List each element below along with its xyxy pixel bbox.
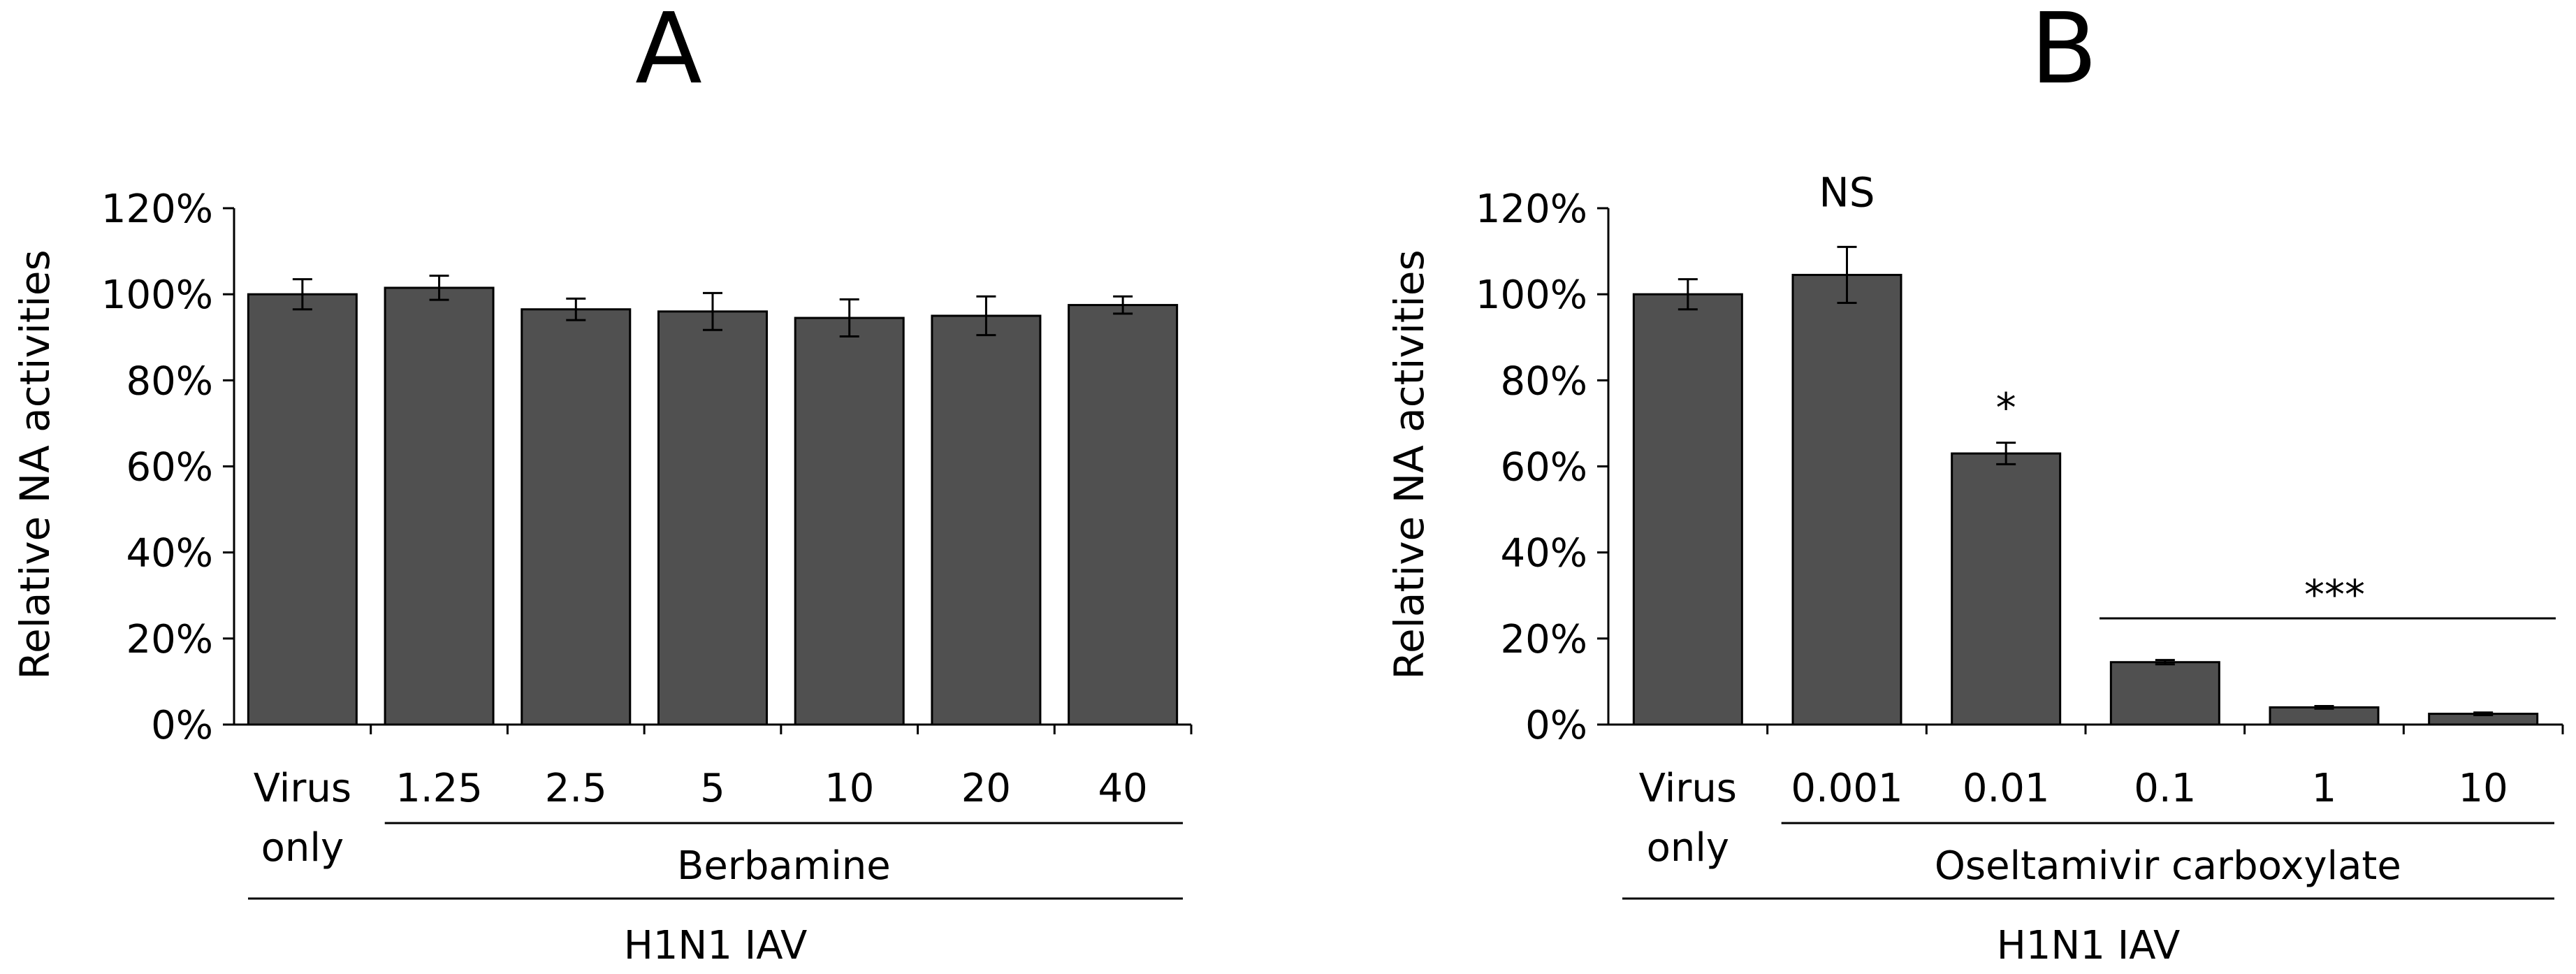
bar [931,314,1042,726]
y-tick-label: 80% [1501,358,1587,404]
y-tick-label: 0% [151,703,213,748]
category-label-line: only [1647,825,1729,871]
y-tick-label: 0% [1525,703,1587,748]
y-axis-label: Relative NA activities [11,249,59,679]
category-label-line: 0.1 [2134,766,2196,811]
group-label: H1N1 IAV [624,923,808,968]
y-tick-labels: 0% 20% 40% 60% 80% 100% 120% [101,187,213,748]
panel-b: B Relative NA activities 0% 20% 40% 60% … [1385,0,2564,968]
category-label-line: 1 [2312,766,2337,811]
y-axis-label: Relative NA activities [1385,249,1433,679]
category-label-line: 5 [700,766,725,811]
category-label: 2.5 [545,766,607,811]
bracket-significance-label: *** [2304,571,2365,618]
category-label-line: 10 [2459,766,2508,811]
bar [1068,304,1179,726]
panel-a: A Relative NA activities 0% 20% 40% 60% … [11,0,1193,968]
plot-marks [1597,207,2564,900]
category-label: Virus only [1639,766,1737,871]
bar [384,286,495,726]
category-label: 10 [824,766,874,811]
y-tick-label: 40% [126,531,213,576]
panel-letter: A [635,0,702,106]
bar [1632,293,1743,726]
category-label-line: 40 [1098,766,1148,811]
panel-letter: B [2030,0,2097,106]
category-label-line: 10 [824,766,874,811]
category-label-line: 0.01 [1963,766,2050,811]
y-tick-label: 120% [101,187,213,232]
y-tick-label: 80% [126,358,213,404]
y-tick-label: 60% [126,445,213,490]
bar [1951,452,2062,726]
category-labels: Virus only 0.001 0.01 0.1 1 10 [1639,766,2508,871]
category-label-line: Virus [1639,766,1737,811]
bar [521,308,632,726]
treatment-label: Berbamine [677,843,891,889]
category-label-line: 2.5 [545,766,607,811]
category-labels: Virus only 1.25 2.5 5 10 20 40 [254,766,1148,871]
category-label-line: Virus [254,766,351,811]
bar [247,293,358,726]
y-tick-label: 120% [1476,187,1587,232]
group-label: H1N1 IAV [1997,923,2181,968]
y-tick-label: 40% [1501,531,1587,576]
category-label: Virus only [254,766,351,871]
category-label: 0.1 [2134,766,2196,811]
category-label: 5 [700,766,725,811]
treatment-label: Oseltamivir carboxylate [1935,843,2401,889]
category-label: 0.001 [1791,766,1902,811]
bar [794,317,905,726]
plot-marks [223,207,1193,900]
y-tick-label: 20% [126,617,213,662]
category-label-line: 0.001 [1791,766,1902,811]
category-label: 1 [2312,766,2337,811]
y-tick-labels: 0% 20% 40% 60% 80% 100% 120% [1476,187,1587,748]
bar [2109,661,2220,726]
significance-labels: NS * [1819,168,2016,431]
significance-label: NS [1819,168,1875,216]
category-label: 10 [2459,766,2508,811]
bar [2269,706,2380,726]
significance-label: * [1996,384,2016,432]
category-label: 40 [1098,766,1148,811]
category-label: 0.01 [1963,766,2050,811]
category-label-line: only [261,825,344,871]
category-label-line: 20 [961,766,1011,811]
y-tick-label: 100% [1476,272,1587,318]
y-tick-label: 60% [1501,445,1587,490]
category-label-line: 1.25 [395,766,483,811]
category-label: 1.25 [395,766,483,811]
y-tick-label: 20% [1501,617,1587,662]
bar [657,310,768,726]
bar [1791,273,1902,726]
y-tick-label: 100% [101,272,213,318]
category-label: 20 [961,766,1011,811]
